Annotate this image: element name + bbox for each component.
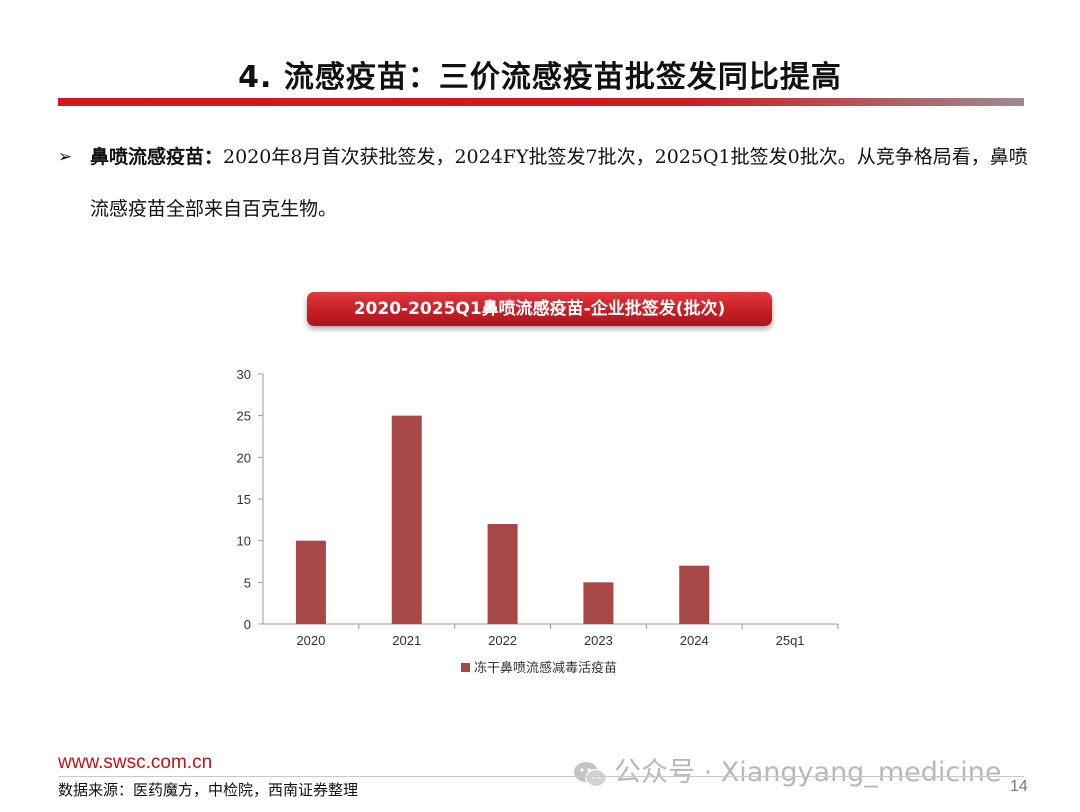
legend-label: 冻干鼻喷流感减毒活疫苗 [474,660,617,676]
bar-2020 [295,540,326,624]
bar-2022 [487,524,518,624]
wechat-icon [574,761,607,787]
x-tick-label: 2020 [296,633,325,648]
x-tick-label: 2024 [680,633,709,648]
bullet-text: 鼻喷流感疫苗：2020年8月首次获批签发，2024FY批签发7批次，2025Q1… [90,131,1033,235]
bullet-paragraph: ➢ 鼻喷流感疫苗：2020年8月首次获批签发，2024FY批签发7批次，2025… [58,131,1033,235]
y-tick-label: 20 [237,450,251,465]
bar-2021 [391,415,422,624]
y-tick-label: 0 [244,617,251,632]
x-tick-label: 2021 [392,633,421,648]
watermark-text: 公众号 · Xiangyang_medicine [614,757,1002,788]
footer-site-link[interactable]: www.swsc.com.cn [58,752,213,773]
footer-divider [58,776,1024,777]
bullet-arrow-icon: ➢ [58,147,73,167]
y-tick-label: 10 [237,534,251,549]
page-number: 14 [1010,778,1028,795]
bar-2024 [679,565,710,624]
x-tick-label: 2023 [584,633,613,648]
slide-title: 4. 流感疫苗：三价流感疫苗批签发同比提高 [238,60,842,95]
y-tick-label: 5 [244,575,251,590]
y-tick-label: 30 [237,367,251,382]
x-tick-label: 25q1 [776,633,805,648]
bullet-lead: 鼻喷流感疫苗： [90,146,224,168]
data-source-note: 数据来源：医药魔方，中检院，西南证券整理 [58,781,359,799]
title-underline-bar [58,98,1024,106]
legend-swatch [461,663,470,672]
y-tick-label: 15 [237,492,251,507]
y-tick-label: 25 [237,409,251,424]
chart-title-banner: 2020-2025Q1鼻喷流感疫苗-企业批签发(批次) [307,292,772,326]
watermark: 公众号 · Xiangyang_medicine [572,750,1001,789]
bar-2023 [583,582,614,624]
x-tick-label: 2022 [488,633,517,648]
bullet-body: 2020年8月首次获批签发，2024FY批签发7批次，2025Q1批签发0批次。… [90,146,1028,220]
